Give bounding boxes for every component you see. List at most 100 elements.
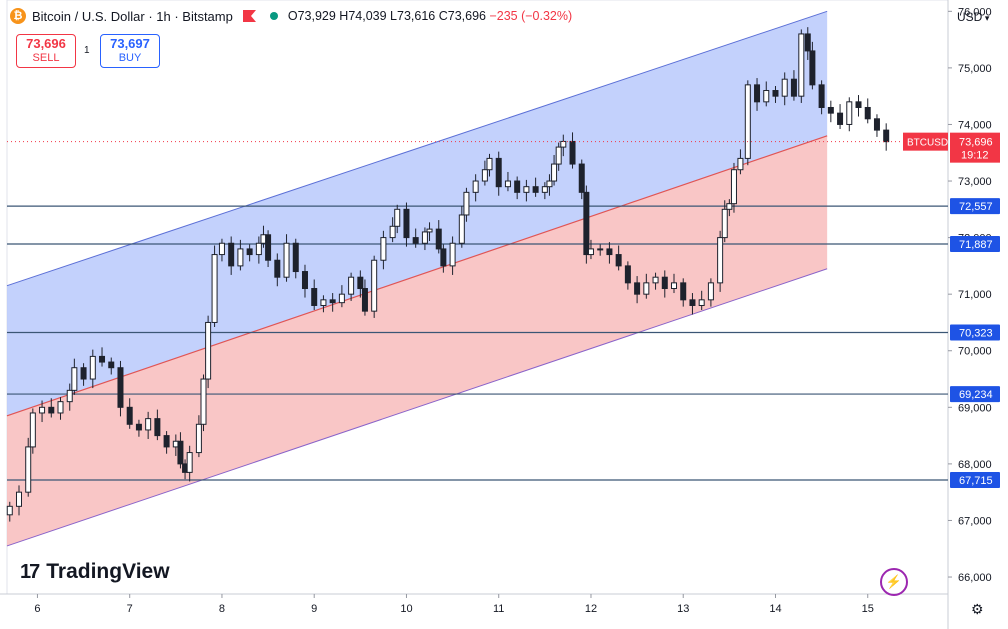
candle-body	[292, 242, 299, 273]
candle-body	[689, 299, 696, 306]
gear-icon[interactable]: ⚙	[971, 601, 984, 617]
candle	[827, 100, 834, 123]
candle-body	[89, 355, 96, 380]
candle-body	[809, 50, 816, 86]
candle-body	[615, 254, 622, 267]
high-value: H74,039	[339, 9, 387, 23]
candle-body	[274, 259, 281, 278]
channel-mid-line	[6, 135, 828, 417]
candle	[883, 123, 890, 151]
candle	[873, 114, 880, 137]
candle	[463, 187, 470, 222]
candle-body	[463, 191, 470, 216]
candle	[680, 278, 687, 307]
candle-body	[421, 231, 428, 244]
candle	[541, 182, 548, 200]
candle-body	[671, 282, 678, 290]
candle-body	[661, 276, 668, 290]
sell-button[interactable]: 73,696 SELL	[16, 34, 76, 68]
candle-body	[48, 406, 55, 414]
flag-icon[interactable]	[242, 10, 256, 22]
candle-body	[486, 157, 493, 171]
level-tag-label: 72,557	[959, 201, 993, 213]
candle-body	[551, 163, 558, 182]
candle	[798, 29, 805, 103]
channel-lower-line	[6, 268, 828, 547]
level-tag-label: 70,323	[959, 327, 993, 339]
y-tick-label: 73,000	[958, 176, 992, 188]
symbol-header[interactable]: ₿ Bitcoin / U.S. Dollar · 1h · Bitstamp …	[10, 8, 572, 24]
candle-body	[195, 423, 202, 454]
candle	[754, 78, 761, 111]
candle-body	[205, 321, 212, 380]
candle-body	[495, 157, 502, 188]
candle	[361, 279, 368, 316]
candle-body	[634, 282, 641, 295]
candle-body	[763, 90, 770, 103]
level-tag	[950, 472, 1000, 489]
y-tick-label: 74,000	[958, 119, 992, 131]
candle	[348, 272, 355, 301]
tradingview-logo[interactable]: 17 TradingView	[20, 560, 170, 584]
level-tag-label: 69,234	[959, 389, 993, 401]
bitcoin-icon: ₿	[10, 8, 26, 24]
candle	[606, 242, 613, 264]
x-tick-label: 7	[127, 603, 133, 615]
tradingview-logo-icon: 17	[20, 560, 40, 583]
candle-body	[472, 180, 479, 193]
candle	[587, 239, 594, 260]
candle-body	[435, 228, 442, 250]
currency-selector[interactable]: USD	[957, 10, 989, 24]
candle-body	[265, 234, 272, 261]
candle-body	[587, 248, 594, 256]
buy-price: 73,697	[110, 36, 150, 51]
sparkle-icon[interactable]: ⚡	[880, 568, 908, 596]
logo-text: TradingView	[46, 560, 170, 583]
level-tag-label: 67,715	[959, 475, 993, 487]
candle-body	[117, 367, 124, 408]
candle	[551, 155, 558, 186]
y-tick-label: 75,000	[958, 63, 992, 75]
candle-body	[394, 208, 401, 227]
candle	[154, 409, 161, 441]
candle	[301, 264, 308, 298]
candle	[246, 244, 253, 262]
candle-body	[99, 355, 106, 363]
candle	[661, 270, 668, 298]
candle-body	[57, 401, 64, 414]
candle-body	[643, 282, 650, 295]
candle	[29, 408, 36, 454]
last-price-tag	[950, 132, 1000, 163]
low-value: L73,616	[390, 9, 436, 23]
candle	[721, 200, 728, 243]
candle	[71, 358, 78, 395]
candle	[846, 97, 853, 132]
symbol-title[interactable]: Bitcoin / U.S. Dollar · 1h · Bitstamp	[32, 8, 233, 24]
candle-body	[846, 101, 853, 125]
candle-body	[283, 242, 290, 278]
candle-body	[449, 242, 456, 267]
candle-body	[583, 191, 590, 256]
candle-body	[578, 163, 585, 193]
candle	[218, 238, 225, 262]
candle	[25, 437, 32, 497]
x-tick-label: 12	[585, 603, 597, 615]
candle	[329, 293, 336, 312]
y-tick-label: 67,000	[958, 515, 992, 527]
candle	[809, 41, 816, 90]
candle	[311, 279, 318, 311]
candle-body	[228, 242, 235, 267]
buy-button[interactable]: 73,697 BUY	[100, 34, 160, 68]
candle-body	[546, 180, 553, 188]
candle-body	[177, 440, 184, 465]
level-tag-label: 71,887	[959, 239, 993, 251]
candle	[426, 222, 433, 241]
candle	[717, 230, 724, 292]
x-tick-label: 11	[493, 603, 504, 615]
candle-body	[730, 169, 737, 205]
candle-body	[186, 452, 193, 473]
candle	[652, 272, 659, 290]
candle-body	[163, 435, 170, 448]
candle-body	[389, 225, 396, 239]
